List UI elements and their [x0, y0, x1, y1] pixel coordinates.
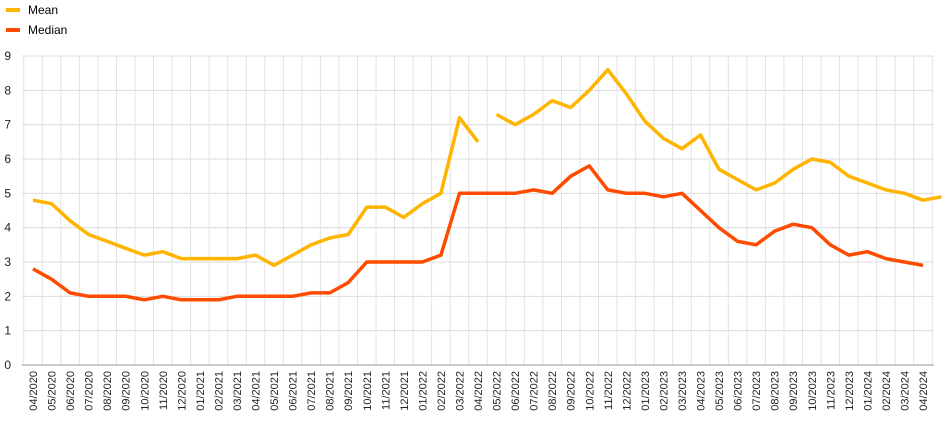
x-tick-label: 12/2022: [621, 371, 633, 411]
x-tick-label: 08/2021: [325, 371, 337, 411]
x-tick-label: 05/2021: [269, 371, 281, 411]
x-axis: 04/2020 05/2020 06/2020 07/2020 08/2020 09/20…: [28, 371, 930, 411]
x-tick-label: 12/2020: [176, 371, 188, 411]
x-tick-label: 06/2021: [288, 371, 300, 411]
x-tick-label: 05/2022: [492, 371, 504, 411]
x-tick-label: 04/2020: [28, 371, 40, 411]
x-tick-label: 01/2023: [640, 371, 652, 411]
x-tick-label: 04/2024: [918, 371, 930, 411]
x-tick-label: 02/2022: [436, 371, 448, 411]
legend-item-median: Median: [6, 20, 67, 40]
x-tick-label: 11/2020: [158, 371, 170, 410]
series-line-median: [32, 164, 924, 302]
x-tick-label: 08/2022: [547, 371, 559, 411]
x-tick-label: 08/2020: [102, 371, 114, 411]
x-tick-label: 07/2020: [84, 371, 96, 411]
legend-swatch-mean: [6, 8, 20, 12]
legend-label-mean: Mean: [28, 3, 59, 17]
y-tick-label: 0: [4, 358, 11, 372]
series-line-mean: [32, 116, 480, 268]
x-tick-label: 12/2021: [399, 371, 411, 411]
legend: Mean Median: [6, 0, 67, 40]
x-tick-label: 08/2023: [770, 371, 782, 411]
x-tick-label: 11/2021: [380, 371, 392, 410]
legend-item-mean: Mean: [6, 0, 67, 20]
y-tick-label: 3: [4, 255, 11, 269]
x-tick-label: 10/2023: [807, 371, 819, 411]
y-tick-label: 8: [4, 83, 11, 97]
x-tick-label: 07/2022: [529, 371, 541, 411]
y-axis: 0 1 2 3 4 5 6 7 8 9: [4, 49, 11, 372]
x-tick-label: 07/2023: [751, 371, 763, 411]
x-tick-label: 01/2022: [417, 371, 429, 411]
x-tick-label: 03/2021: [232, 371, 244, 411]
x-tick-label: 12/2023: [844, 371, 856, 411]
x-tick-label: 03/2022: [454, 371, 466, 411]
y-tick-label: 7: [4, 118, 11, 132]
legend-swatch-median: [6, 28, 20, 32]
series-line-mean-segment-2: [495, 67, 942, 202]
y-tick-label: 4: [4, 221, 11, 235]
series-lines: [32, 67, 942, 302]
legend-label-median: Median: [28, 23, 68, 37]
x-tick-label: 05/2020: [47, 371, 59, 411]
x-tick-label: 01/2021: [195, 371, 207, 411]
y-tick-label: 1: [4, 324, 11, 338]
x-tick-label: 10/2022: [584, 371, 596, 411]
x-tick-label: 04/2023: [696, 371, 708, 411]
x-tick-label: 03/2024: [899, 371, 911, 411]
x-tick-label: 06/2020: [65, 371, 77, 411]
y-tick-label: 2: [4, 289, 11, 303]
x-tick-label: 09/2023: [788, 371, 800, 411]
x-tick-label: 06/2023: [733, 371, 745, 411]
y-tick-label: 9: [4, 49, 11, 63]
x-tick-label: 07/2021: [306, 371, 318, 411]
x-tick-label: 09/2020: [121, 371, 133, 411]
x-tick-label: 02/2021: [213, 371, 225, 411]
x-tick-label: 05/2023: [714, 371, 726, 411]
x-tick-label: 04/2021: [251, 371, 263, 411]
x-tick-label: 03/2023: [677, 371, 689, 411]
y-tick-label: 6: [4, 152, 11, 166]
x-tick-label: 10/2020: [139, 371, 151, 411]
x-tick-label: 09/2022: [566, 371, 578, 411]
x-tick-label: 01/2024: [862, 371, 874, 411]
x-tick-label: 09/2021: [343, 371, 355, 411]
x-tick-label: 02/2023: [658, 371, 670, 411]
x-tick-label: 02/2024: [881, 371, 893, 411]
x-tick-label: 10/2021: [362, 371, 374, 411]
x-tick-label: 11/2022: [603, 371, 615, 410]
y-tick-label: 5: [4, 186, 11, 200]
grid-lines: [22, 55, 934, 366]
x-tick-label: 11/2023: [825, 371, 837, 410]
x-tick-label: 06/2022: [510, 371, 522, 411]
x-tick-label: 04/2022: [473, 371, 485, 411]
